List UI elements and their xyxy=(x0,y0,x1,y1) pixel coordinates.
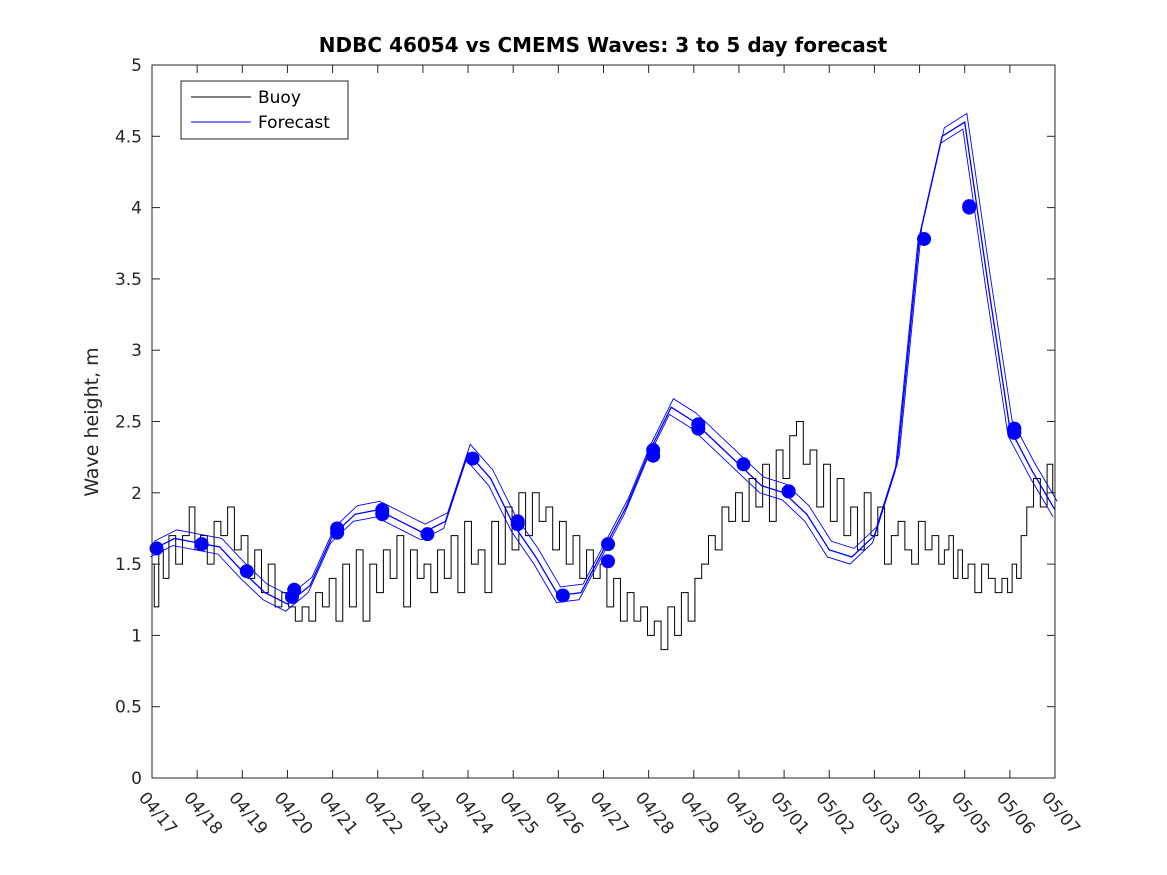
x-tick-label: 05/07 xyxy=(1037,788,1084,838)
x-tick-label: 04/27 xyxy=(586,788,633,838)
forecast-marker xyxy=(736,457,751,472)
x-tick-label: 04/26 xyxy=(541,788,588,838)
forecast-marker xyxy=(239,564,254,579)
x-tick-label: 04/18 xyxy=(179,788,226,838)
forecast-marker xyxy=(962,199,977,214)
forecast-marker xyxy=(601,537,616,552)
x-tick-label: 04/30 xyxy=(721,788,768,838)
legend-box xyxy=(180,80,349,140)
y-axis-label: Wave height, m xyxy=(81,347,103,496)
plot-area xyxy=(152,65,1055,778)
x-tick-label: 04/24 xyxy=(450,788,497,838)
y-tick-label: 4.5 xyxy=(115,127,142,147)
forecast-marker xyxy=(601,554,616,569)
forecast-marker xyxy=(917,231,932,246)
x-tick-label: 04/21 xyxy=(315,788,362,838)
forecast-marker xyxy=(287,582,302,597)
x-tick-label: 04/23 xyxy=(405,788,452,838)
forecast-series-line xyxy=(151,120,1056,605)
y-tick-label: 2.5 xyxy=(115,413,142,433)
x-tick-label: 04/17 xyxy=(134,788,181,838)
x-tick-label: 04/28 xyxy=(631,788,678,838)
y-tick-label: 0 xyxy=(131,769,142,789)
forecast-marker xyxy=(510,514,525,529)
forecast-marker xyxy=(646,443,661,458)
forecast-marker xyxy=(330,521,345,536)
x-tick-label: 05/02 xyxy=(811,788,858,838)
forecast-marker xyxy=(420,527,435,542)
x-tick-label: 04/22 xyxy=(360,788,407,838)
y-tick-label: 3 xyxy=(131,341,142,361)
x-tick-label: 05/04 xyxy=(902,788,949,838)
legend: Buoy Forecast xyxy=(180,80,349,140)
forecast-marker xyxy=(555,588,570,603)
x-tick-label: 05/06 xyxy=(992,788,1039,838)
y-axis-ticks: 0 0.5 1 1.5 2 2.5 3 3.5 4 4.5 5 xyxy=(115,56,1055,789)
y-tick-label: 1.5 xyxy=(115,555,142,575)
x-tick-label: 04/25 xyxy=(495,788,542,838)
y-tick-label: 3.5 xyxy=(115,270,142,290)
legend-buoy-label: Buoy xyxy=(258,88,301,108)
forecast-marker xyxy=(465,451,480,466)
forecast-markers xyxy=(149,199,1022,604)
y-tick-label: 1 xyxy=(131,626,142,646)
forecast-marker xyxy=(194,537,209,552)
legend-forecast-label: Forecast xyxy=(258,113,330,133)
forecast-ensemble-line xyxy=(149,128,1054,612)
x-tick-label: 05/05 xyxy=(947,788,994,838)
chart-title: NDBC 46054 vs CMEMS Waves: 3 to 5 day fo… xyxy=(319,33,888,57)
forecast-marker xyxy=(375,502,390,517)
forecast-marker xyxy=(1007,421,1022,436)
x-tick-label: 05/03 xyxy=(857,788,904,838)
y-tick-label: 4 xyxy=(131,199,142,219)
y-tick-label: 5 xyxy=(131,56,142,76)
y-tick-label: 2 xyxy=(131,484,142,504)
y-tick-label: 0.5 xyxy=(115,698,142,718)
buoy-series-line xyxy=(152,421,1055,651)
x-tick-label: 04/19 xyxy=(224,788,271,838)
x-tick-label: 04/29 xyxy=(676,788,723,838)
x-tick-label: 05/01 xyxy=(766,788,813,838)
forecast-marker xyxy=(149,541,164,556)
forecast-marker xyxy=(781,484,796,499)
forecast-marker xyxy=(691,417,706,432)
x-tick-label: 04/20 xyxy=(270,788,317,838)
